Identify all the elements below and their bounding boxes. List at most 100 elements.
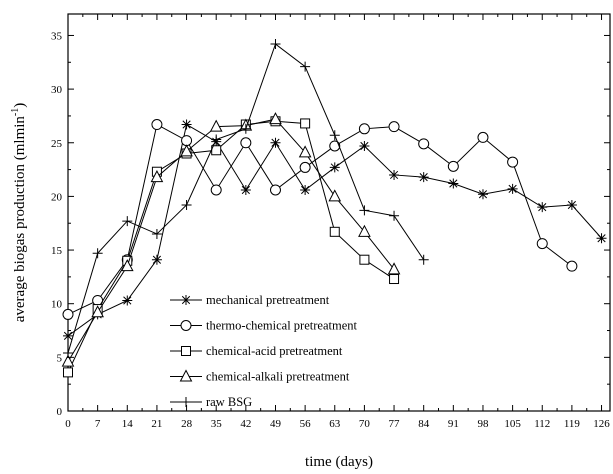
legend-label: chemical-alkali pretreatment <box>206 370 350 384</box>
legend-item: raw BSG <box>170 395 252 409</box>
legend-label: chemical-acid pretreatment <box>206 344 343 358</box>
data-point <box>63 348 73 359</box>
data-point <box>92 248 103 259</box>
plot-frame <box>67 13 611 412</box>
series-square <box>63 116 400 378</box>
x-tick-label: 105 <box>504 418 521 430</box>
data-point <box>300 184 311 195</box>
data-point <box>507 183 518 194</box>
data-point <box>240 137 252 149</box>
y-tick-label: 25 <box>51 138 63 150</box>
data-point <box>209 119 223 132</box>
data-point <box>537 202 548 213</box>
data-point <box>389 210 400 221</box>
y-tick-label: 35 <box>51 30 63 42</box>
data-point <box>151 119 163 131</box>
x-tick-label: 63 <box>329 418 341 430</box>
data-point <box>61 354 75 367</box>
x-tick-label: 28 <box>181 418 193 430</box>
data-point <box>63 330 73 341</box>
data-point <box>566 260 578 272</box>
data-point <box>329 162 340 173</box>
data-point <box>180 144 193 157</box>
series-group <box>61 39 607 378</box>
data-point <box>477 131 489 143</box>
data-point <box>150 170 164 183</box>
legend-item: chemical-acid pretreatment <box>170 344 343 358</box>
data-point <box>62 308 74 320</box>
series-plus <box>63 39 429 359</box>
y-axis-label: average biogas production (mlmin-1) <box>10 103 28 323</box>
data-point <box>122 216 133 227</box>
x-tick-label: 49 <box>270 418 282 430</box>
data-point <box>299 161 311 173</box>
data-point <box>151 228 162 239</box>
y-axis-label-main: average biogas production (mlmin <box>12 116 28 323</box>
legend: mechanical pretreatment thermo-chemical p… <box>170 293 357 409</box>
data-point <box>63 367 73 378</box>
data-point <box>388 121 400 133</box>
data-point <box>181 119 192 130</box>
data-point <box>270 39 281 50</box>
x-tick-label: 56 <box>300 418 312 430</box>
data-point <box>328 189 342 202</box>
data-point <box>358 224 371 237</box>
data-point <box>329 140 341 152</box>
x-tick-label: 0 <box>65 418 71 430</box>
data-point <box>269 184 281 196</box>
data-point <box>358 123 370 135</box>
data-point <box>359 254 370 265</box>
y-tick-label: 5 <box>57 352 63 364</box>
legend-label: thermo-chemical pretreatment <box>206 319 357 333</box>
data-point <box>181 135 193 147</box>
data-point <box>389 274 400 285</box>
data-point <box>329 130 340 141</box>
data-point <box>210 184 222 196</box>
legend-marker <box>181 346 191 356</box>
x-tick-label: 21 <box>151 418 162 430</box>
data-point <box>359 205 370 216</box>
data-point <box>418 172 429 183</box>
data-point <box>270 137 281 148</box>
legend-marker <box>181 295 191 305</box>
legend-marker <box>180 320 192 331</box>
data-point <box>269 112 282 125</box>
x-tick-label: 7 <box>95 418 101 430</box>
data-point <box>181 199 192 210</box>
data-point <box>300 118 311 129</box>
data-point <box>566 199 577 210</box>
data-point <box>448 178 459 189</box>
x-tick-label: 98 <box>477 418 489 430</box>
data-point <box>329 226 340 237</box>
series-line <box>67 120 395 373</box>
x-tick-label: 126 <box>593 418 610 430</box>
legend-label: mechanical pretreatment <box>206 293 330 307</box>
y-tick-label: 0 <box>57 406 63 418</box>
series-line <box>67 118 395 362</box>
legend-marker <box>181 397 191 407</box>
x-tick-label: 70 <box>359 418 371 430</box>
y-axis-label-close: ) <box>12 103 28 108</box>
data-point <box>387 262 401 275</box>
x-tick-label: 119 <box>564 418 581 430</box>
data-point <box>389 169 400 180</box>
data-point <box>240 123 251 134</box>
data-point <box>122 295 133 306</box>
y-axis-label-superscript: -1 <box>10 108 21 116</box>
data-point <box>536 238 548 250</box>
x-tick-label: 84 <box>418 418 430 430</box>
legend-marker <box>179 369 193 382</box>
legend-item: mechanical pretreatment <box>170 293 330 307</box>
y-tick-label: 15 <box>51 245 63 257</box>
data-point <box>240 184 251 195</box>
axes: 0 7 14 21 28 35 42 49 56 63 70 77 84 91 98 105 112 119 126… <box>51 13 611 430</box>
data-point <box>418 254 429 265</box>
legend-label: raw BSG <box>206 395 252 409</box>
series-circle <box>62 119 578 320</box>
series-line <box>67 123 573 315</box>
x-tick-label: 112 <box>534 418 550 430</box>
data-point <box>447 160 459 172</box>
x-tick-label: 42 <box>240 418 251 430</box>
data-point <box>298 145 312 158</box>
